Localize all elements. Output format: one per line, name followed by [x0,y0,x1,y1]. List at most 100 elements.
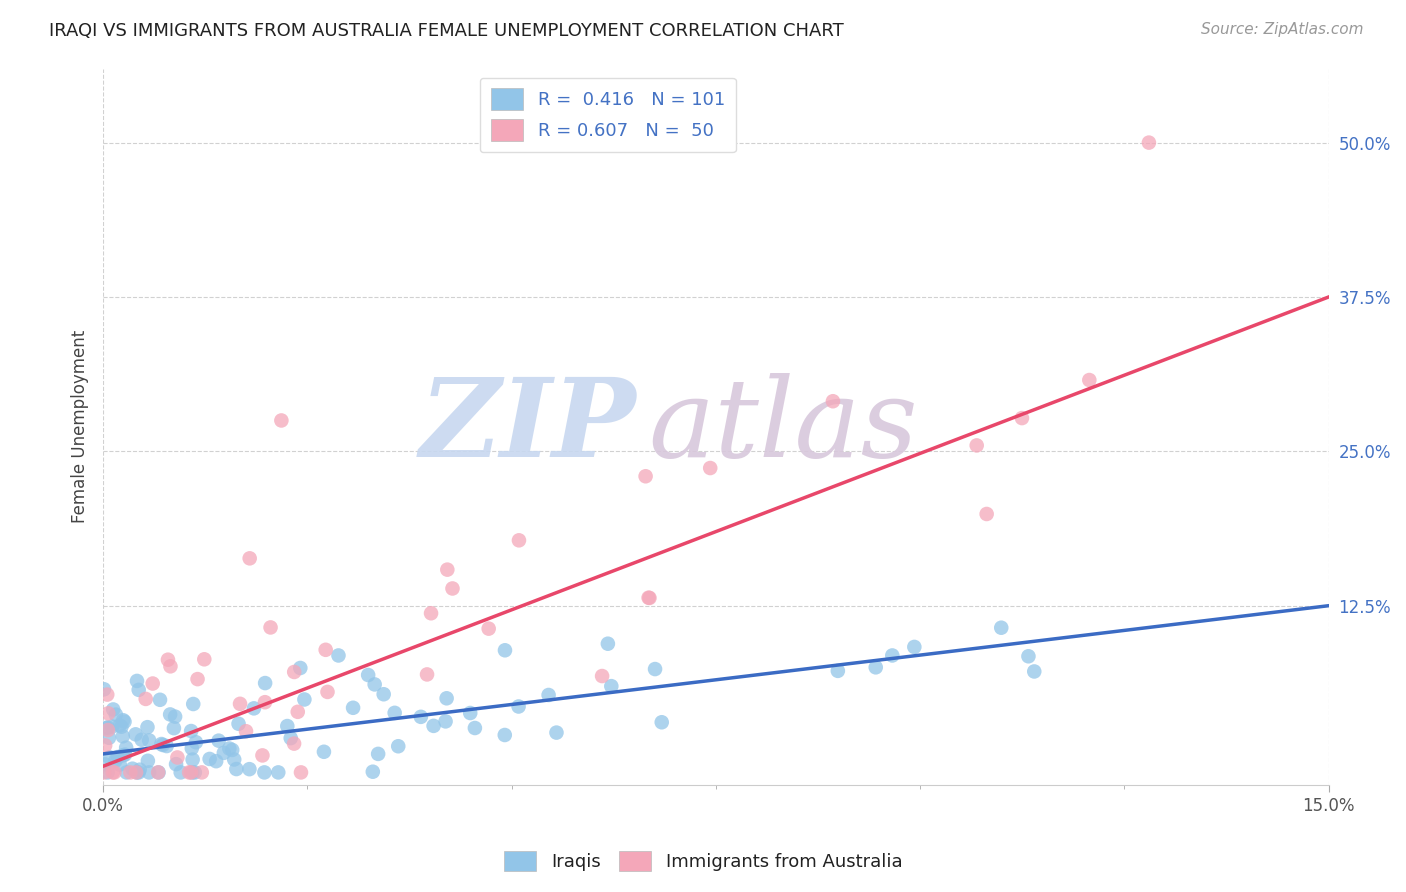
Point [259,620,281,634]
Point [464,721,486,735]
Point [229,697,252,711]
Point [600,679,623,693]
Point [239,551,262,566]
Legend: Iraqis, Immigrants from Australia: Iraqis, Immigrants from Australia [496,844,910,879]
Point [98,750,121,764]
Point [494,643,516,657]
Point [103,702,125,716]
Point [163,721,186,735]
Point [180,765,202,780]
Point [267,765,290,780]
Point [287,705,309,719]
Point [434,714,457,729]
Point [312,745,335,759]
Point [115,765,138,780]
Point [125,673,148,688]
Point [342,700,364,714]
Point [865,660,887,674]
Point [1011,411,1033,425]
Point [363,677,385,691]
Point [253,695,276,709]
Point [159,659,181,673]
Text: Source: ZipAtlas.com: Source: ZipAtlas.com [1201,22,1364,37]
Point [238,762,260,776]
Point [373,687,395,701]
Point [699,461,721,475]
Point [101,719,124,733]
Point [367,747,389,761]
Point [184,765,207,780]
Point [124,727,146,741]
Point [170,765,193,780]
Point [387,739,409,754]
Point [634,469,657,483]
Legend: R =  0.416   N = 101, R = 0.607   N =  50: R = 0.416 N = 101, R = 0.607 N = 50 [479,78,735,153]
Point [316,685,339,699]
Point [1078,373,1101,387]
Point [254,676,277,690]
Point [121,762,143,776]
Point [212,746,235,760]
Point [420,607,443,621]
Point [252,748,274,763]
Point [165,757,187,772]
Point [546,725,568,739]
Point [165,709,187,723]
Point [436,691,458,706]
Point [128,763,150,777]
Point [458,706,481,720]
Point [409,710,432,724]
Point [104,754,127,768]
Point [180,724,202,739]
Text: ZIP: ZIP [419,373,637,481]
Point [114,714,136,729]
Point [131,732,153,747]
Point [149,693,172,707]
Point [384,706,406,720]
Point [111,748,134,763]
Point [225,762,247,776]
Point [181,753,204,767]
Point [96,688,118,702]
Point [180,741,202,756]
Point [97,706,120,721]
Point [292,692,315,706]
Point [184,735,207,749]
Point [115,740,138,755]
Point [152,738,174,752]
Point [637,591,659,605]
Point [125,765,148,780]
Point [280,731,302,745]
Point [253,765,276,780]
Point [361,764,384,779]
Point [966,438,988,452]
Point [207,733,229,747]
Point [441,582,464,596]
Point [120,765,142,780]
Point [142,676,165,690]
Point [638,591,661,605]
Point [990,621,1012,635]
Point [93,682,115,697]
Point [166,750,188,764]
Point [138,733,160,747]
Point [416,667,439,681]
Point [235,724,257,739]
Point [97,765,120,780]
Point [193,652,215,666]
Point [508,533,530,548]
Point [221,743,243,757]
Point [436,563,458,577]
Point [1017,649,1039,664]
Point [97,723,120,737]
Point [156,653,179,667]
Point [156,739,179,753]
Point [177,765,200,780]
Point [107,750,129,764]
Point [508,699,530,714]
Point [148,765,170,780]
Point [357,668,380,682]
Point [276,719,298,733]
Point [135,692,157,706]
Point [136,720,159,734]
